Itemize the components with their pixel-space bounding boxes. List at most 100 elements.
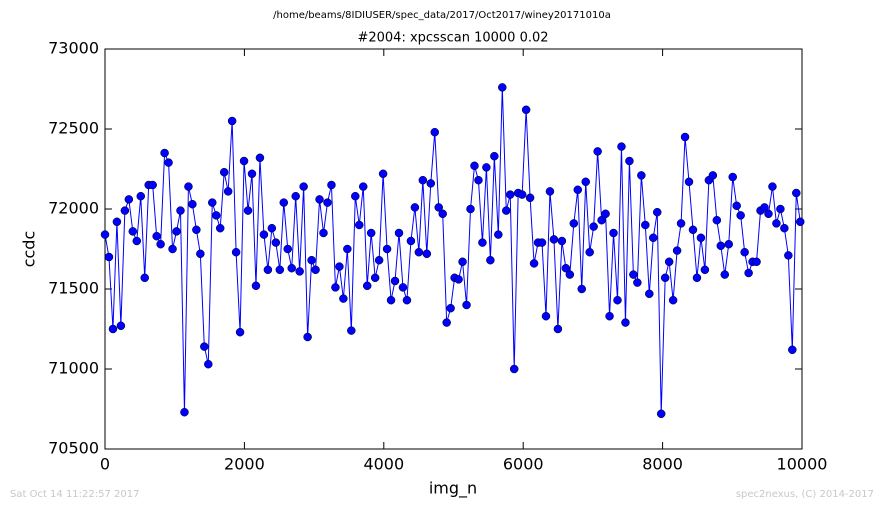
data-point [263,265,273,275]
data-point [386,295,396,305]
data-point [601,209,610,219]
data-point [752,257,761,267]
data-point [414,247,424,257]
data-point [625,156,634,166]
data-point [525,193,535,203]
data-point [637,171,646,180]
data-point [541,311,551,321]
data-point [303,332,312,342]
data-point [716,241,726,251]
data-point [585,247,594,257]
data-point [613,295,622,305]
data-point [283,244,293,254]
data-point [621,318,630,327]
data-point [211,211,221,220]
data-point [561,263,571,273]
data-point [180,407,189,417]
data-point [132,236,142,246]
data-point [418,175,428,185]
data-point [537,238,547,247]
data-point [724,239,733,249]
data-point [196,249,205,259]
data-point [275,265,285,275]
data-point [664,257,674,267]
data-point [521,105,531,115]
data-point [792,188,801,198]
data-point [684,177,694,187]
data-point [494,230,503,239]
data-point [458,257,467,267]
data-point [339,294,348,303]
data-point [152,231,161,241]
data-point [124,195,134,204]
data-point [271,238,281,247]
chart-title: #2004: xpcsscan 10000 0.02 [357,31,548,46]
x-tick-label: 2000 [224,455,265,474]
data-point [422,249,432,259]
data-point [553,324,563,334]
data-point [168,244,177,254]
data-point [502,206,511,215]
data-point [327,180,336,190]
x-tick-label: 6000 [503,455,544,474]
data-point [482,163,491,172]
data-point [565,270,575,279]
data-point [474,175,483,185]
data-point [744,268,753,278]
data-point [617,142,626,151]
data-point [200,342,209,351]
data-point [581,177,590,187]
data-point [382,244,392,254]
data-point [243,206,253,215]
data-point [434,203,443,212]
data-point [267,223,277,233]
data-point [140,273,149,283]
data-point [239,156,249,166]
data-point [279,198,289,207]
y-tick-label: 70500 [48,439,99,458]
data-point [529,259,539,268]
data-point [398,283,408,292]
data-point [370,273,380,283]
data-point [351,191,360,201]
data-point [108,324,118,334]
data-point [215,223,225,233]
data-point [732,201,741,211]
data-point [251,281,261,291]
x-tick-label: 10000 [777,455,828,474]
data-point [760,203,769,212]
data-point [347,326,356,335]
data-point [772,219,781,228]
data-point [740,247,749,257]
data-point [486,255,495,265]
data-point [696,233,706,243]
data-point [712,215,722,225]
footer-left: Sat Oct 14 11:22:57 2017 [10,489,140,500]
data-point [688,225,698,235]
data-point [394,228,404,238]
data-point [104,252,114,262]
data-point [776,204,785,214]
data-point [188,199,197,209]
data-point [692,273,702,283]
data-line [104,87,801,414]
data-point [605,311,614,321]
data-point [374,255,384,265]
data-point [672,246,682,255]
x-tick-label: 0 [100,455,110,474]
data-point [323,198,332,207]
data-point [764,209,773,219]
data-point [589,222,598,231]
data-point [470,161,479,171]
data-point [573,185,583,195]
data-point [291,191,300,201]
data-point [549,235,559,244]
data-point [299,182,308,191]
y-tick-label: 72500 [48,119,99,138]
data-point [545,187,555,196]
data-point [430,127,440,137]
data-point [204,359,213,369]
data-point [390,276,400,286]
data-point [219,167,229,177]
data-point [100,230,110,239]
